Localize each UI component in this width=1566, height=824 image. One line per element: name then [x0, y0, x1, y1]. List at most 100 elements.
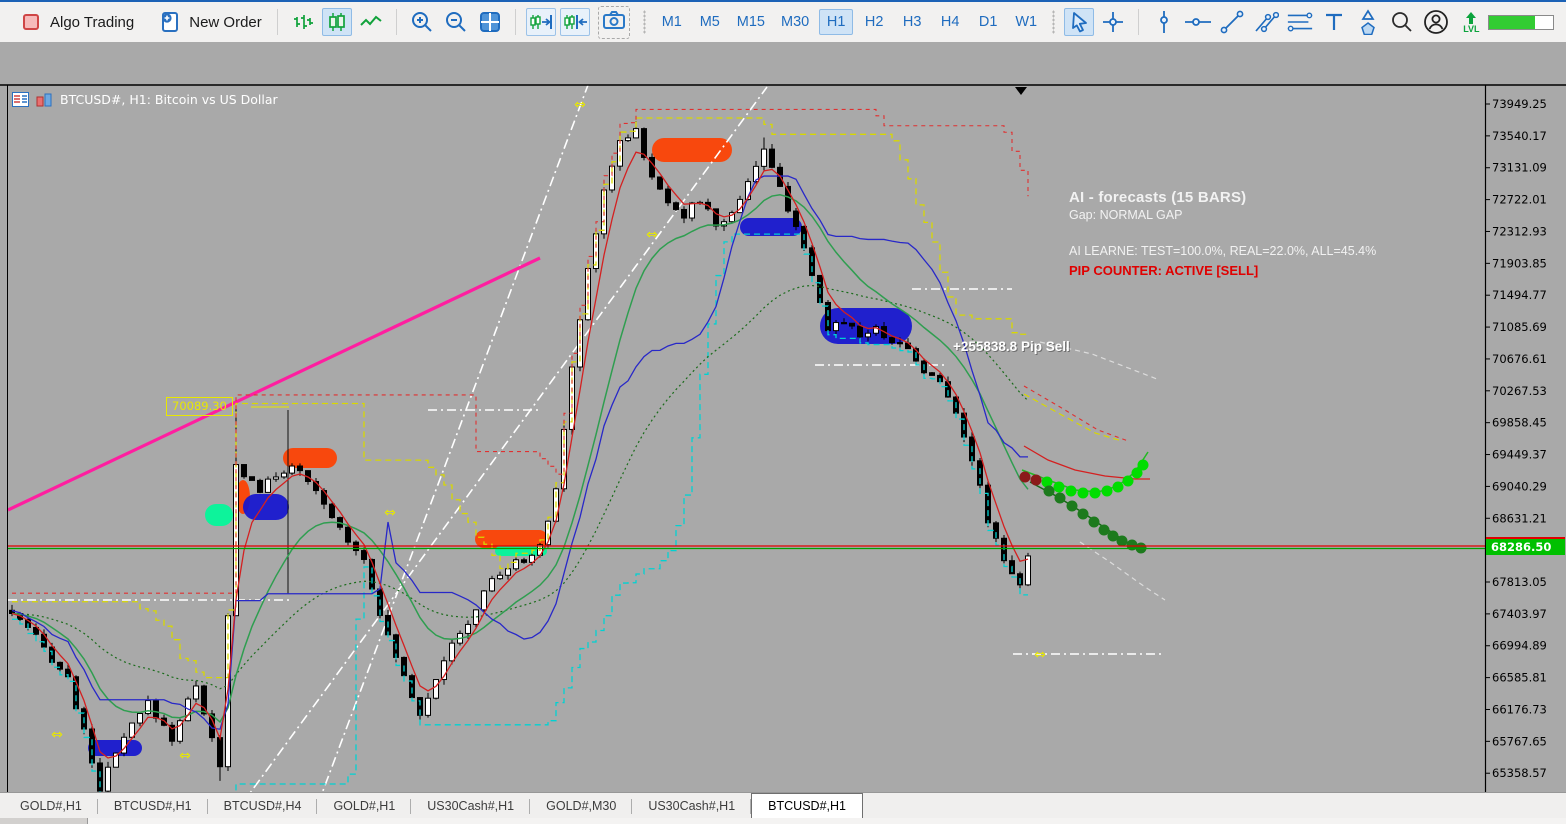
price-axis-label: 73131.09 — [1492, 161, 1547, 175]
algo-trading-label: Algo Trading — [50, 13, 135, 31]
forecast-overlay — [1019, 385, 1150, 554]
timeframe-button-m5[interactable]: M5 — [699, 14, 720, 30]
chart-tab-6[interactable]: US30Cash#,H1 — [632, 795, 752, 818]
tab-scrollbar[interactable] — [0, 818, 1566, 824]
new-order-button[interactable]: New Order — [151, 6, 269, 38]
chart-tab-3[interactable]: GOLD#,H1 — [317, 795, 412, 818]
auto-scroll-icon — [564, 15, 587, 29]
toolbar-separator — [276, 9, 278, 35]
line-chart-mode-button[interactable] — [356, 8, 386, 36]
zoom-out-button[interactable] — [441, 8, 471, 36]
price-axis-label: 66994.89 — [1492, 639, 1547, 653]
crosshair-icon — [1103, 12, 1124, 32]
trendline-tool-button[interactable] — [1217, 8, 1247, 36]
price-axis-label: 70676.61 — [1492, 352, 1547, 366]
price-axis-label: 65767.65 — [1492, 734, 1547, 748]
toolbar-drag-handle[interactable] — [1052, 10, 1056, 34]
channel-tool-button[interactable] — [1251, 8, 1281, 36]
current-bar-marker — [1015, 87, 1027, 95]
tab-scrollbar-thumb[interactable] — [0, 818, 88, 824]
search-icon — [1392, 12, 1412, 32]
price-chart-canvas[interactable]: ⇔⇔⇔⇔⇔⇔⇔73949.2573540.1773131.0972722.017… — [0, 42, 1566, 824]
timeframe-button-m30[interactable]: M30 — [780, 14, 810, 30]
zoom-in-button[interactable] — [407, 8, 437, 36]
timeframe-button-m15[interactable]: M15 — [736, 14, 765, 30]
chart-tab-1[interactable]: BTCUSD#,H1 — [98, 795, 208, 818]
shapes-tool-button[interactable] — [1353, 8, 1383, 36]
trendline-icon — [1220, 10, 1244, 34]
account-icon — [1424, 10, 1449, 34]
search-button[interactable] — [1387, 8, 1417, 36]
horizontal-line-tool-button[interactable] — [1183, 8, 1213, 36]
level-indicator[interactable]: LVL — [1463, 11, 1480, 34]
price-axis-label: 71085.69 — [1492, 320, 1547, 334]
timeframe-button-d1[interactable]: D1 — [978, 14, 998, 30]
price-lines — [7, 545, 1485, 550]
main-toolbar: Algo Trading New Order — [0, 0, 1566, 42]
drawing-objects — [7, 84, 1166, 805]
shapes-icon — [1361, 9, 1376, 35]
timeframe-button-h1[interactable]: H1 — [819, 9, 854, 35]
toolbar-drag-handle[interactable] — [642, 10, 646, 34]
toolbar-separator — [514, 9, 516, 35]
vertical-line-icon — [1160, 11, 1169, 33]
auto-scroll-button[interactable] — [559, 8, 590, 36]
svg-text:⇔: ⇔ — [574, 97, 586, 113]
chart-tab-2[interactable]: BTCUSD#,H4 — [208, 795, 318, 818]
price-axis-label: 67403.97 — [1492, 607, 1547, 621]
horizontal-line-icon — [1185, 18, 1212, 26]
cursor-icon — [1072, 12, 1088, 33]
timeframe-button-w1[interactable]: W1 — [1015, 14, 1038, 30]
chart-tab-7[interactable]: BTCUSD#,H1 — [751, 793, 863, 818]
price-axis-label: 68631.21 — [1492, 511, 1547, 525]
line-chart-icon — [360, 15, 382, 26]
pink-trendline — [7, 256, 541, 512]
crosshair-tool-button[interactable] — [1098, 8, 1128, 36]
cursor-tool-button[interactable] — [1064, 8, 1095, 36]
zoom-out-icon — [445, 12, 466, 32]
candlestick-mode-button[interactable] — [321, 8, 352, 36]
price-axis-label: 69449.37 — [1492, 448, 1547, 462]
price-axis-label: 69040.29 — [1492, 479, 1547, 493]
level-progress-fill — [1488, 15, 1535, 29]
zoom-in-icon — [411, 12, 432, 32]
chart-tab-bar: GOLD#,H1 BTCUSD#,H1 BTCUSD#,H4 GOLD#,H1 US30… — [0, 792, 1566, 818]
level-label: LVL — [1463, 23, 1480, 34]
svg-text:⇔: ⇔ — [384, 505, 396, 521]
tile-windows-button[interactable] — [475, 8, 505, 36]
bar-chart-icon — [293, 15, 313, 29]
price-axis-label: 71494.77 — [1492, 288, 1547, 302]
price-axis-label: 73949.25 — [1492, 97, 1547, 111]
timeframe-button-h2[interactable]: H2 — [864, 14, 884, 30]
algo-trading-icon — [19, 10, 43, 34]
new-order-icon — [158, 10, 182, 34]
vertical-line-tool-button[interactable] — [1149, 8, 1179, 36]
algo-trading-button[interactable]: Algo Trading — [12, 6, 141, 38]
price-axis-label: 70267.53 — [1492, 384, 1547, 398]
chart-panel[interactable]: ⇔⇔⇔⇔⇔⇔⇔73949.2573540.1773131.0972722.017… — [0, 42, 1566, 824]
camera-icon — [602, 10, 625, 29]
price-axis-label: 73540.17 — [1492, 129, 1547, 143]
channel-icon — [1255, 11, 1280, 33]
fibonacci-tool-button[interactable] — [1285, 8, 1315, 36]
chart-tab-5[interactable]: GOLD#,M30 — [530, 795, 633, 818]
chart-tab-4[interactable]: US30Cash#,H1 — [411, 795, 530, 818]
screenshot-button[interactable] — [597, 5, 630, 39]
indicator-ribbons — [88, 138, 912, 756]
chart-symbols: ⇔⇔⇔⇔⇔⇔⇔ — [51, 87, 1046, 811]
shift-chart-end-button[interactable] — [525, 8, 556, 36]
timeframe-button-h3[interactable]: H3 — [902, 14, 922, 30]
bar-chart-mode-button[interactable] — [288, 8, 318, 36]
text-tool-button[interactable] — [1319, 8, 1349, 36]
price-axis-label: 72722.01 — [1492, 193, 1547, 207]
price-axis-label: 66176.73 — [1492, 702, 1547, 716]
account-button[interactable] — [1421, 8, 1451, 36]
price-axis-label: 65358.57 — [1492, 766, 1547, 780]
timeframe-button-h4[interactable]: H4 — [940, 14, 960, 30]
timeframe-button-m1[interactable]: M1 — [661, 14, 682, 30]
chart-tab-0[interactable]: GOLD#,H1 — [4, 795, 98, 818]
toolbar-separator — [395, 9, 397, 35]
svg-text:⇔: ⇔ — [1034, 647, 1046, 663]
price-axis-label: 68222.13 — [1492, 543, 1547, 557]
